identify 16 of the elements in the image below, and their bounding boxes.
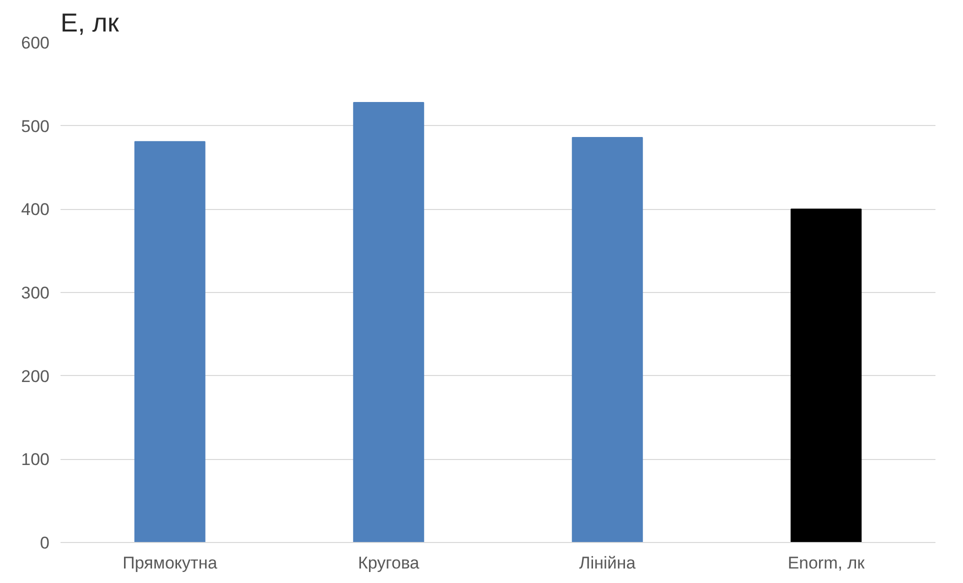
y-tick-label: 200	[21, 366, 50, 386]
y-tick-label: 600	[21, 34, 50, 52]
x-tick-label: Прямокутна	[122, 554, 218, 572]
bar	[572, 137, 643, 542]
y-tick-label: 100	[21, 450, 50, 470]
x-tick-label: Enorm, лк	[788, 554, 866, 572]
y-tick-label: 500	[21, 116, 50, 136]
y-tick-label: 0	[40, 534, 50, 552]
y-tick-label: 400	[21, 200, 50, 220]
x-tick-label: Лінійна	[579, 554, 636, 572]
bar	[353, 102, 424, 542]
bar	[134, 141, 206, 542]
chart-title: E, лк	[60, 8, 120, 38]
x-tick-label: Кругова	[358, 554, 420, 572]
bar	[790, 208, 862, 542]
y-tick-label: 300	[21, 284, 50, 302]
